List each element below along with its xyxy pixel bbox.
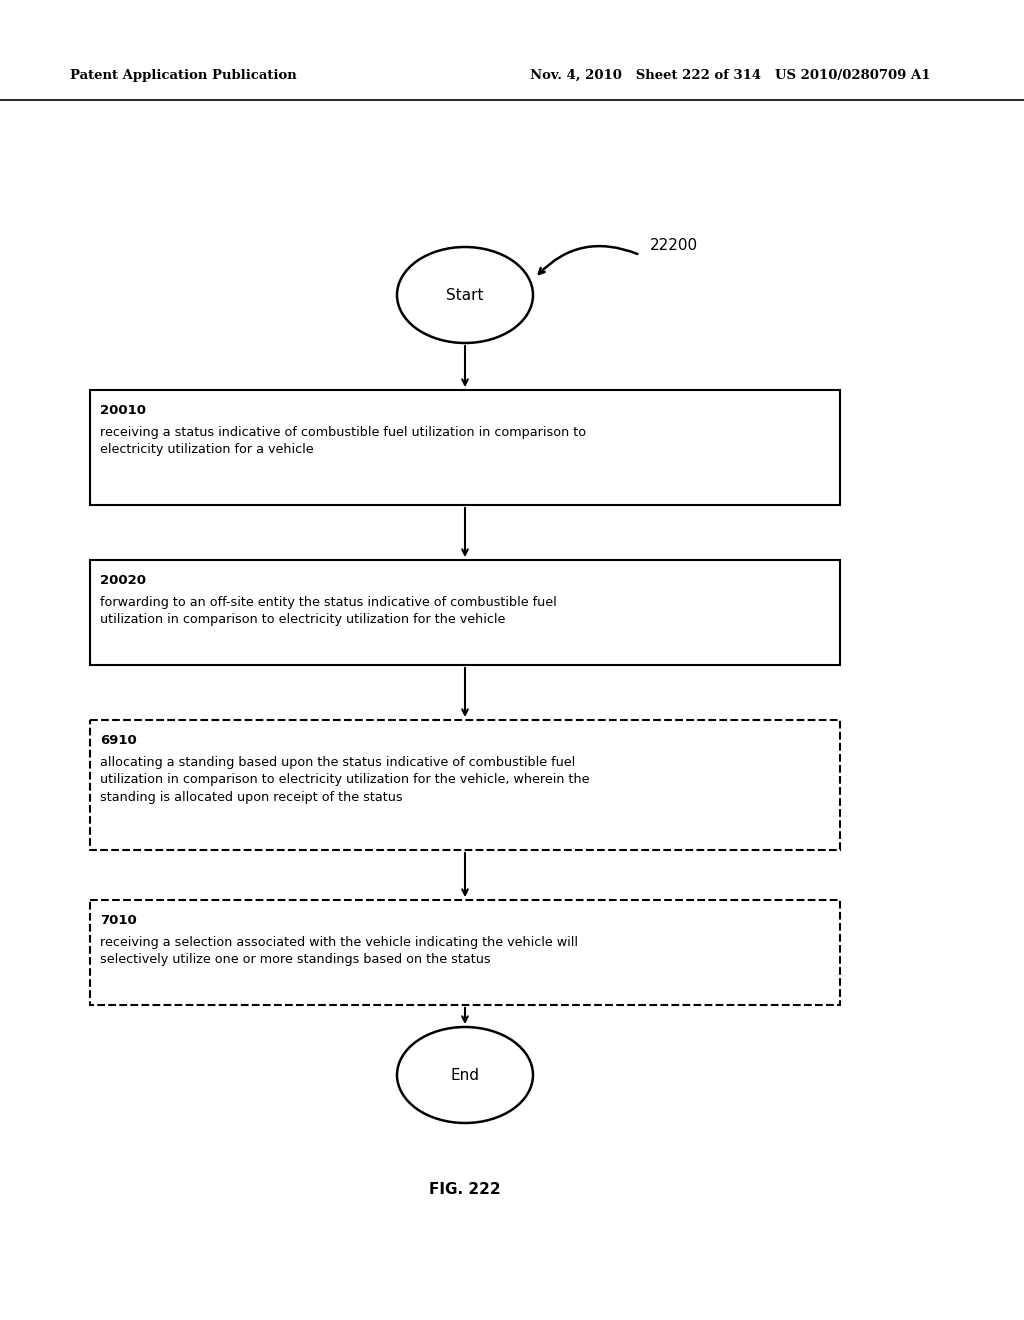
Text: receiving a status indicative of combustible fuel utilization in comparison to
e: receiving a status indicative of combust… bbox=[100, 426, 586, 457]
Bar bbox=[90, 389, 840, 506]
Text: 22200: 22200 bbox=[650, 238, 698, 252]
Text: 7010: 7010 bbox=[100, 913, 137, 927]
Text: allocating a standing based upon the status indicative of combustible fuel
utili: allocating a standing based upon the sta… bbox=[100, 756, 590, 804]
Bar bbox=[90, 719, 840, 850]
Text: Start: Start bbox=[446, 288, 483, 302]
Text: FIG. 222: FIG. 222 bbox=[429, 1183, 501, 1197]
Text: 20020: 20020 bbox=[100, 574, 146, 587]
Text: forwarding to an off-site entity the status indicative of combustible fuel
utili: forwarding to an off-site entity the sta… bbox=[100, 597, 557, 627]
Text: Patent Application Publication: Patent Application Publication bbox=[70, 69, 297, 82]
Bar bbox=[90, 900, 840, 1005]
Ellipse shape bbox=[397, 1027, 534, 1123]
Text: 6910: 6910 bbox=[100, 734, 137, 747]
Bar bbox=[90, 560, 840, 665]
Text: 20010: 20010 bbox=[100, 404, 146, 417]
Text: Nov. 4, 2010   Sheet 222 of 314   US 2010/0280709 A1: Nov. 4, 2010 Sheet 222 of 314 US 2010/02… bbox=[529, 69, 930, 82]
Ellipse shape bbox=[397, 247, 534, 343]
Text: receiving a selection associated with the vehicle indicating the vehicle will
se: receiving a selection associated with th… bbox=[100, 936, 578, 966]
Text: End: End bbox=[451, 1068, 479, 1082]
